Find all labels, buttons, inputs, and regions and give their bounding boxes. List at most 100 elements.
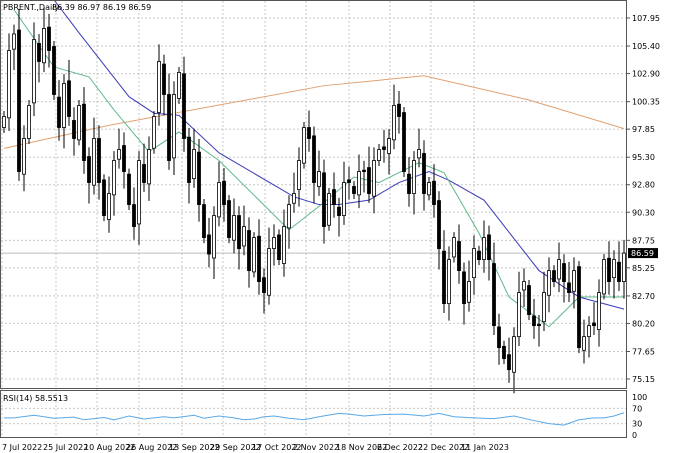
candle [72,107,76,156]
candle-body [207,234,211,255]
candle [202,199,206,244]
candle [382,129,386,163]
price-tick-label: 87.75 [632,236,655,245]
candle [367,146,371,203]
candle [127,168,131,211]
candle-body [537,323,541,327]
candle-body [512,336,516,373]
candle-body [77,105,81,141]
candle [342,161,346,225]
candle [337,197,341,237]
candle-body [162,63,166,95]
candle [47,13,51,68]
rsi-label: RSI(14) 58.5513 [3,394,68,403]
candle [357,154,361,209]
candle-body [97,138,101,183]
symbol-title: PBRENT.,Daily [3,3,59,12]
candle [457,224,461,284]
candle [412,151,416,215]
candle [12,24,16,71]
date-tick-label: 22 Dec 2022 [418,443,469,452]
candle [92,117,96,195]
candle-body [392,105,396,141]
candle [62,74,66,149]
candle [222,168,226,222]
candle-body [407,173,411,194]
candle [52,41,56,100]
candle [567,262,571,302]
candle [522,268,526,308]
candle-body [602,259,606,295]
candle-body [582,336,586,351]
candle-body [132,204,136,227]
ohlc-readout: 86.39 86.97 86.19 86.59 [52,3,151,12]
candle-body [267,248,271,296]
rsi-tick-label: 70 [632,404,642,413]
candle [562,254,566,303]
candle-body [337,206,341,216]
candle-body [202,204,206,238]
candle [432,164,436,218]
candle-body [402,112,406,172]
candle [77,99,81,146]
candle-body [72,120,76,139]
candle-body [2,116,6,128]
candle-body [127,173,131,205]
candle [227,195,231,244]
candle-body [522,281,526,291]
candle-body [27,105,31,139]
candle-body [462,271,466,305]
candle-body [187,136,191,183]
candle-body [572,270,576,292]
candle-body [17,29,21,172]
candle [467,260,471,312]
candle [547,257,551,313]
candle [387,129,391,175]
candle [242,205,246,256]
candle [587,316,591,358]
candle-body [142,164,146,183]
candle [517,271,521,346]
candle [462,262,466,325]
candle-body [382,146,386,150]
candle-body [47,26,51,51]
candle-body [22,138,26,175]
candle [592,302,596,335]
price-tick-label: 85.25 [632,264,655,273]
candle-body [432,180,436,205]
candle-body [137,160,141,225]
candle [442,230,446,313]
candle-body [617,261,621,282]
candle [292,172,296,213]
price-tick-label: 80.20 [632,319,655,328]
candle-body [167,94,171,161]
candle-body [247,230,251,271]
candle [312,126,316,204]
candle [287,195,291,249]
date-tick-label: 25 Jul 2022 [43,443,88,452]
candle-body [342,182,346,216]
candle [347,166,351,200]
candle-body [222,180,226,205]
candle [427,177,431,201]
candle-body [107,193,111,220]
candle-body [112,160,116,196]
candle [422,140,426,211]
candle-body [42,28,46,64]
date-tick-label: 11 Jan 2023 [461,443,509,452]
candle [277,229,281,266]
candle [612,250,616,299]
candle [527,280,531,321]
candle [577,261,581,354]
candle [132,187,136,240]
candle-body [612,259,616,279]
candle-body [607,257,611,282]
date-tick-label: 6 Dec 2022 [377,443,423,452]
candle [372,147,376,214]
date-tick-label: 13 Sep 2022 [169,443,220,452]
candle [107,176,111,233]
candle [172,81,176,175]
candle [102,174,106,222]
candle-body [422,153,426,194]
